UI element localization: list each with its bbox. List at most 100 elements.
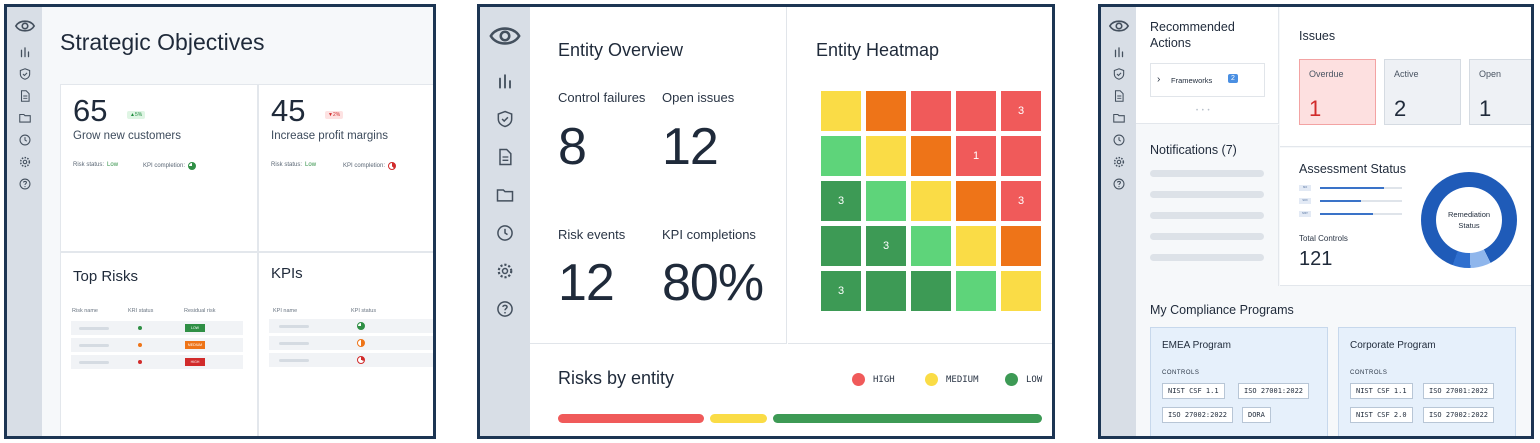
heatmap-cell[interactable]: 3 [1001, 91, 1041, 131]
heatmap-cell[interactable]: 3 [821, 271, 861, 311]
heatmap-cell[interactable] [866, 271, 906, 311]
heatmap-cell[interactable]: 3 [821, 181, 861, 221]
column-header: Residual risk [184, 308, 216, 314]
heatmap-cell[interactable]: 3 [1001, 181, 1041, 221]
legend-label: MEDIUM [946, 374, 979, 385]
table-row[interactable]: MEDIUM [71, 338, 243, 352]
objective-card-1[interactable]: 65 ▲5% Grow new customers Risk status: L… [60, 84, 258, 252]
shield-check-icon[interactable] [1112, 67, 1126, 81]
heatmap-cell[interactable]: 3 [866, 226, 906, 266]
heatmap-cell[interactable] [911, 181, 951, 221]
control-chip[interactable]: NIST CSF 2.0 [1350, 407, 1413, 423]
risk-bar-low[interactable] [773, 414, 1042, 423]
kpi-status-pie-icon [357, 356, 365, 364]
heatmap-cell[interactable] [911, 271, 951, 311]
control-chip[interactable]: ISO 27002:2022 [1423, 407, 1495, 423]
gear-icon[interactable] [495, 261, 515, 281]
eye-logo-icon[interactable] [1108, 15, 1130, 37]
heatmap-cell[interactable] [956, 91, 996, 131]
kpis-card: KPIs KPI name KPI status [258, 252, 433, 436]
table-row[interactable] [269, 353, 433, 367]
table-row[interactable] [269, 336, 433, 350]
heatmap-cell[interactable] [866, 91, 906, 131]
notification-placeholder [1150, 170, 1264, 177]
objective-card-2[interactable]: 45 ▼2% Increase profit margins Risk stat… [258, 84, 433, 252]
assessment-row[interactable]: NIST [1299, 211, 1409, 217]
heatmap-cell[interactable] [866, 181, 906, 221]
heatmap-cell[interactable] [821, 91, 861, 131]
clock-icon[interactable] [1112, 133, 1126, 147]
folder-icon[interactable] [1112, 111, 1126, 125]
program-name: Corporate Program [1350, 340, 1436, 351]
compliance-panel: Recommended Actions › Frameworks 2 • • •… [1098, 4, 1534, 439]
risk-bar-high[interactable] [558, 414, 704, 423]
control-chip[interactable]: DORA [1242, 407, 1271, 423]
help-circle-icon[interactable] [495, 299, 515, 319]
control-chip[interactable]: ISO 27001:2022 [1423, 383, 1495, 399]
heatmap-cell[interactable] [911, 91, 951, 131]
change-badge: ▲5% [127, 111, 146, 119]
document-icon[interactable] [495, 147, 515, 167]
eye-logo-icon[interactable] [14, 15, 36, 37]
folder-icon[interactable] [18, 111, 32, 125]
risk-name-placeholder [79, 344, 109, 347]
heatmap-cell[interactable] [956, 181, 996, 221]
assessment-row[interactable]: SOX [1299, 198, 1409, 204]
gear-icon[interactable] [1112, 155, 1126, 169]
issue-card-open[interactable]: Open 1 [1469, 59, 1531, 125]
framework-tag: ISO [1299, 185, 1311, 191]
objective-label: Grow new customers [73, 130, 182, 142]
document-icon[interactable] [1112, 89, 1126, 103]
total-controls-label: Total Controls [1299, 234, 1348, 243]
table-row[interactable] [269, 319, 433, 333]
eye-logo-icon[interactable] [488, 19, 522, 53]
entity-overview-panel: Entity Overview Control failures 8 Open … [477, 4, 1055, 439]
carousel-pager[interactable]: • • • [1196, 108, 1211, 114]
notifications-title: Notifications (7) [1150, 143, 1237, 157]
heatmap-cell[interactable]: 1 [956, 136, 996, 176]
issue-card-active[interactable]: Active 2 [1384, 59, 1461, 125]
control-chip[interactable]: ISO 27002:2022 [1162, 407, 1234, 423]
clock-icon[interactable] [495, 223, 515, 243]
table-row[interactable]: HIGH [71, 355, 243, 369]
heatmap-cell[interactable] [911, 136, 951, 176]
heatmap-cell[interactable] [911, 226, 951, 266]
legend-dot [925, 373, 938, 386]
bar-chart-icon[interactable] [1112, 45, 1126, 59]
heatmap-cell[interactable] [1001, 271, 1041, 311]
control-chip[interactable]: ISO 27001:2022 [1238, 383, 1310, 399]
heatmap-cell[interactable] [821, 136, 861, 176]
table-row[interactable]: LOW [71, 321, 243, 335]
issue-card-overdue[interactable]: Overdue 1 [1299, 59, 1376, 125]
metric-label: Open issues [662, 90, 735, 105]
risk-bar-medium[interactable] [710, 414, 767, 423]
program-card-corporate[interactable]: Corporate Program CONTROLS NIST CSF 1.1 … [1338, 327, 1516, 436]
assessment-row[interactable]: ISO [1299, 185, 1409, 191]
folder-icon[interactable] [495, 185, 515, 205]
bar-chart-icon[interactable] [495, 71, 515, 91]
control-chip[interactable]: NIST CSF 1.1 [1162, 383, 1225, 399]
clock-icon[interactable] [18, 133, 32, 147]
heatmap-cell[interactable] [1001, 226, 1041, 266]
bar-chart-icon[interactable] [18, 45, 32, 59]
remediation-donut[interactable]: Remediation Status [1421, 172, 1517, 268]
heatmap-cell[interactable] [866, 136, 906, 176]
shield-check-icon[interactable] [495, 109, 515, 129]
gear-icon[interactable] [18, 155, 32, 169]
control-chip[interactable]: NIST CSF 1.1 [1350, 383, 1413, 399]
kpi-completion: KPI completion: [143, 162, 197, 170]
nav-rail [7, 7, 42, 436]
heatmap-cell[interactable] [1001, 136, 1041, 176]
document-icon[interactable] [18, 89, 32, 103]
heatmap-cell[interactable] [956, 271, 996, 311]
column-header: KRI status [128, 308, 154, 314]
heatmap-cell[interactable] [821, 226, 861, 266]
program-card-emea[interactable]: EMEA Program CONTROLS NIST CSF 1.1 ISO 2… [1150, 327, 1328, 436]
heatmap-cell[interactable] [956, 226, 996, 266]
shield-check-icon[interactable] [18, 67, 32, 81]
compliance-main: Recommended Actions › Frameworks 2 • • •… [1136, 7, 1531, 436]
help-circle-icon[interactable] [1112, 177, 1126, 191]
frameworks-action[interactable]: › Frameworks 2 [1150, 63, 1265, 97]
help-circle-icon[interactable] [18, 177, 32, 191]
